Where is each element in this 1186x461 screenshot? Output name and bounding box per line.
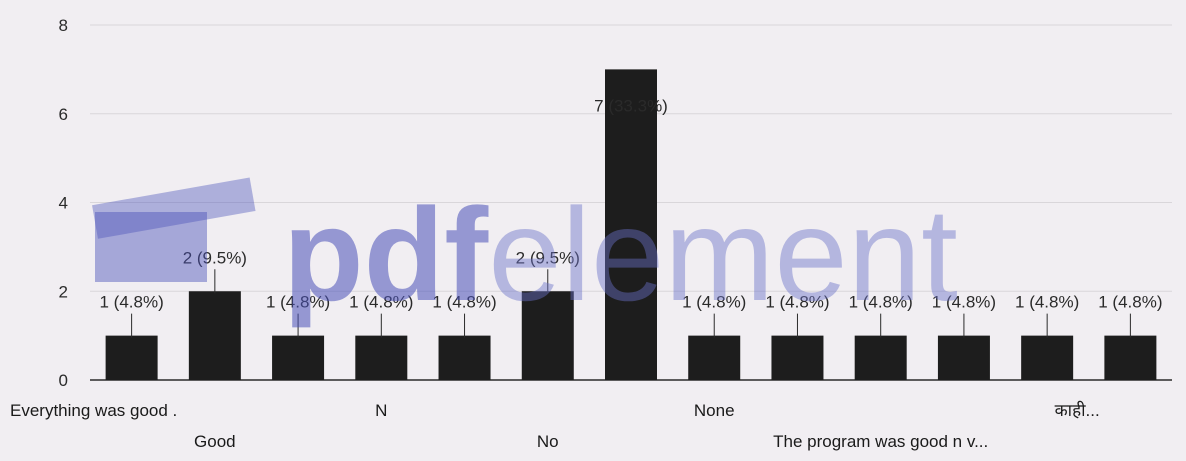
bar	[937, 335, 990, 380]
bar	[521, 291, 574, 380]
category-label: Everything was good .	[10, 401, 177, 420]
data-label: 1 (4.8%)	[1098, 293, 1162, 312]
data-label: 1 (4.8%)	[1015, 293, 1079, 312]
bar	[105, 335, 158, 380]
data-label: 7 (33.3%)	[594, 96, 668, 115]
pdfelement-watermark: pdfelement	[92, 177, 958, 328]
category-label: None	[694, 401, 735, 420]
y-tick-label: 6	[59, 105, 68, 124]
bar	[605, 69, 657, 380]
bar	[272, 335, 325, 380]
data-label: 1 (4.8%)	[432, 293, 496, 312]
bars	[105, 69, 1157, 380]
category-label: Good	[194, 432, 236, 451]
category-labels: Everything was good . Good N No None The prog…	[10, 400, 1100, 451]
y-tick-label: 8	[59, 16, 68, 35]
bar	[1021, 335, 1074, 380]
svg-text:pdfelement: pdfelement	[283, 181, 958, 328]
data-label: 1 (4.8%)	[932, 293, 996, 312]
watermark-bold-text: pdf	[283, 181, 489, 328]
watermark-logo-block-upper	[92, 177, 256, 239]
data-label: 2 (9.5%)	[516, 248, 580, 267]
category-label: The program was good n v...	[773, 432, 988, 451]
watermark-logo-block-lower	[95, 212, 207, 282]
category-label: काही...	[1055, 400, 1100, 420]
y-tick-label: 0	[59, 371, 68, 390]
bar	[355, 335, 408, 380]
data-label: 1 (4.8%)	[849, 293, 913, 312]
bar	[188, 291, 241, 380]
data-label: 2 (9.5%)	[183, 248, 247, 267]
bar	[1104, 335, 1157, 380]
data-label: 1 (4.8%)	[765, 293, 829, 312]
y-tick-label: 4	[59, 194, 68, 213]
category-label: N	[375, 401, 387, 420]
data-labels: 1 (4.8%) 2 (9.5%) 1 (4.8%) 1 (4.8%) 1 (4.8%)…	[99, 96, 1163, 338]
bar	[688, 335, 741, 380]
bar	[438, 335, 491, 380]
data-label: 1 (4.8%)	[349, 293, 413, 312]
category-label: No	[537, 432, 559, 451]
watermark-thin-text: element	[488, 181, 958, 328]
data-label: 1 (4.8%)	[99, 293, 163, 312]
bar	[854, 335, 907, 380]
data-label: 1 (4.8%)	[266, 293, 330, 312]
bar	[771, 335, 824, 380]
y-tick-label: 2	[59, 282, 68, 301]
y-axis-ticks: 0 2 4 6 8	[59, 16, 68, 390]
data-label: 1 (4.8%)	[682, 293, 746, 312]
